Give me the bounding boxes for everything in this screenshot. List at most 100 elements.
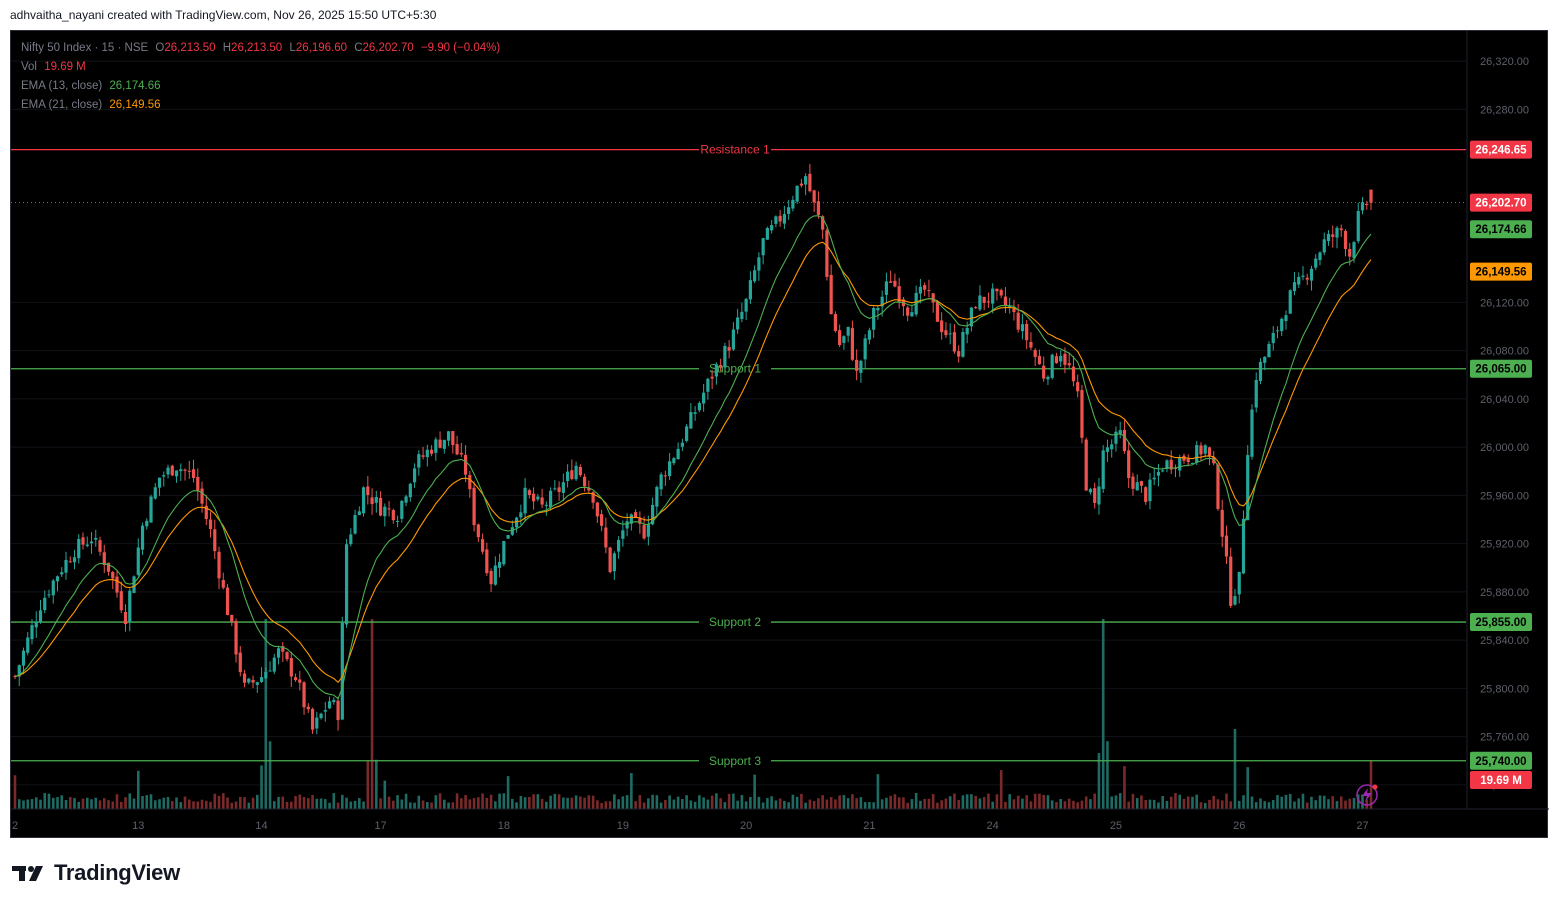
candle-body [740,311,744,320]
volume-bar [1106,741,1109,809]
x-tick-label: 19 [617,820,629,832]
candle-body [680,442,684,447]
volume-bar [315,798,319,809]
tradingview-logo[interactable]: TradingView [12,860,180,886]
candle-body [319,713,323,719]
volume-bar [332,793,336,809]
symbol-label[interactable]: Nifty 50 Index · 15 · NSE [21,42,149,54]
candle-body [378,497,383,516]
candle-body [995,288,999,292]
candle-body [991,288,995,304]
volume-bar [290,801,293,809]
candle-body [536,496,540,500]
volume-bar [999,770,1003,809]
volume-bar [434,795,438,809]
candle-body [17,665,21,677]
candle-body [957,351,961,357]
price-tag-bg [1470,751,1532,770]
x-tick-label: 13 [132,820,144,832]
volume-bar [974,795,977,809]
volume-bar [659,802,663,809]
level-label: Support 2 [709,615,761,629]
volume-bar [936,802,939,809]
candle-body [816,201,820,215]
candle-body [247,678,251,683]
candle-body [940,320,944,333]
candle-body [1339,228,1343,231]
x-tick-label: 17 [374,820,386,832]
volume-bar [625,795,629,809]
candle-body [191,469,196,478]
candle-body [1297,276,1301,285]
candle-body [999,290,1003,296]
candle-body [638,518,642,524]
volume-bar [638,795,642,809]
volume-bar [417,795,421,809]
lightning-icon-bolt [1362,788,1372,802]
volume-bar [1025,795,1028,809]
candle-body [625,521,629,529]
candle-body [948,333,952,335]
candle-body [102,552,106,566]
volume-bar [1305,802,1309,809]
candle-body [927,290,931,292]
volume-bar [923,798,926,809]
volume-bar [842,795,846,809]
volume-bar [957,799,960,809]
level-label: Resistance 1 [700,143,770,157]
candle-body [1178,457,1182,471]
candle-body [404,496,408,503]
volume-bar [1344,800,1347,809]
volume-bar [906,802,909,809]
x-axis: 2 13 14 17 18 19 20 21 24 25 26 27 [12,820,1369,832]
volume-bar [324,799,327,809]
volume-bar [506,776,510,809]
candle-body [1088,488,1093,493]
price-tag-bg [1470,359,1532,378]
price-tag-text: 25,855.00 [1475,617,1526,629]
volume-bar [885,797,888,809]
volume-bar [68,797,72,809]
candle-body [408,483,412,498]
legend-ohlc-row: Nifty 50 Index · 15 · NSE O26,213.50 H26… [21,39,500,58]
volume-bar [192,801,195,809]
x-tick-label: 24 [987,820,999,832]
candle-body [1008,306,1012,308]
volume-bar [953,793,956,809]
candle-body [293,677,298,681]
volume-bar [51,797,55,809]
candle-body [429,449,434,454]
candle-body [476,524,480,538]
volume-bar [897,797,901,809]
volume-bar [260,765,263,809]
price-tag-text: 25,740.00 [1475,756,1526,768]
candle-body [791,199,795,209]
volume-bar [1212,795,1216,809]
candle-body [774,216,778,224]
volume-bar [829,797,833,809]
candle-body [1250,409,1254,457]
volume-bar [132,798,136,809]
candle-body [1263,356,1267,363]
volume-bar [1046,795,1050,809]
volume-bar [98,800,102,809]
volume-bar [600,802,603,809]
volume-bar [349,801,353,809]
candle-body [829,274,833,315]
volume-bar [1327,799,1330,809]
candle-body [200,488,204,504]
candle-body [1097,486,1101,505]
legend-ema21-row[interactable]: EMA (21, close) 26,149.56 [21,96,500,115]
volume-bar [1144,800,1148,809]
legend-volume-row[interactable]: Vol 19.69 M [21,58,500,77]
chart-caption: adhvaitha_nayani created with TradingVie… [10,8,437,22]
volume-bar [1356,794,1360,809]
volume-bar [1063,801,1067,809]
legend-ema13-row[interactable]: EMA (13, close) 26,174.66 [21,77,500,96]
volume-bar [681,799,684,809]
chart-frame[interactable]: Resistance 1 Support 1 Support 2 Support 3 … [10,30,1549,839]
volume-bar [447,802,450,809]
volume-bar [387,796,391,809]
